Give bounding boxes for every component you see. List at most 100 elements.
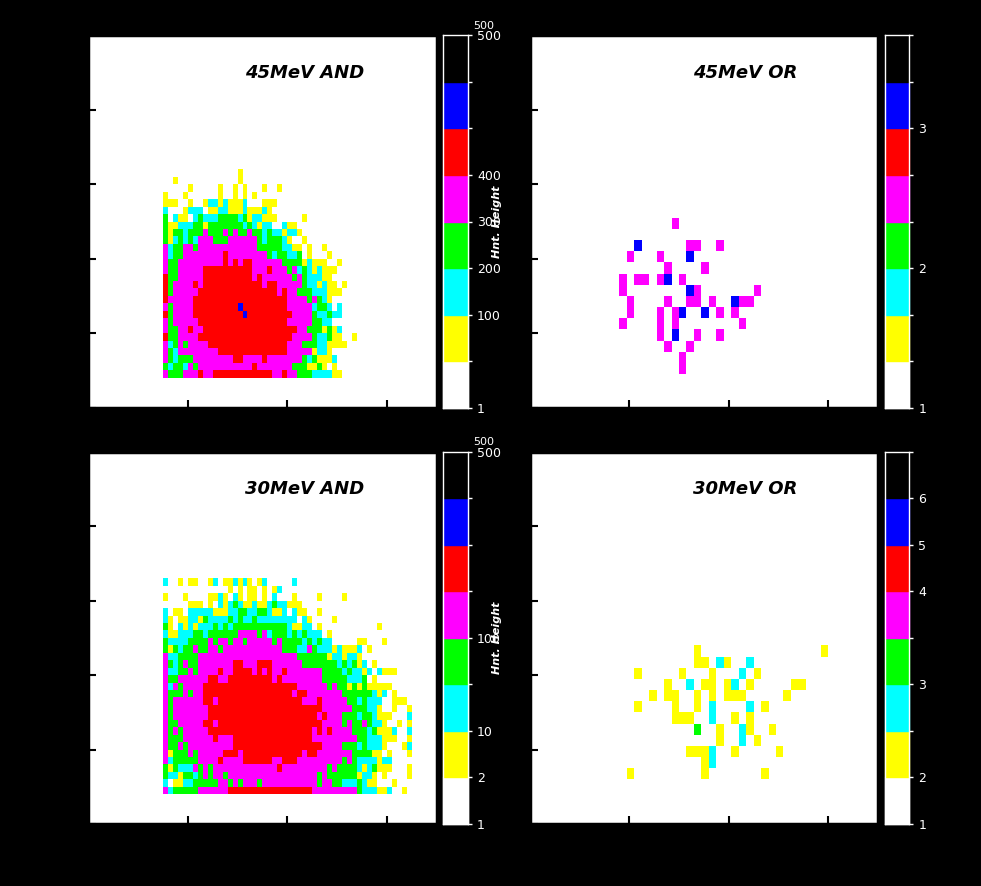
Bar bbox=[173, 653, 178, 660]
Bar bbox=[302, 631, 307, 638]
Bar bbox=[357, 727, 362, 734]
Bar bbox=[257, 586, 262, 594]
Bar bbox=[203, 638, 208, 645]
Bar bbox=[208, 601, 213, 608]
Bar bbox=[163, 653, 168, 660]
Bar bbox=[203, 289, 208, 296]
Bar bbox=[709, 712, 716, 724]
Bar bbox=[362, 787, 367, 794]
Bar bbox=[242, 653, 247, 660]
Bar bbox=[327, 668, 333, 675]
Bar bbox=[402, 712, 407, 719]
Bar bbox=[273, 348, 278, 355]
Bar bbox=[257, 266, 262, 274]
Bar bbox=[242, 206, 247, 214]
Bar bbox=[292, 712, 297, 719]
Bar bbox=[332, 727, 337, 734]
Bar bbox=[237, 266, 242, 274]
Bar bbox=[317, 697, 322, 705]
Bar bbox=[307, 363, 312, 370]
Bar bbox=[263, 191, 268, 199]
Bar bbox=[213, 244, 218, 252]
Bar bbox=[237, 601, 242, 608]
Bar bbox=[178, 266, 182, 274]
Bar bbox=[357, 757, 362, 765]
Bar bbox=[312, 697, 317, 705]
Bar bbox=[278, 765, 283, 772]
Bar bbox=[223, 370, 228, 377]
Bar bbox=[627, 307, 635, 318]
Bar bbox=[268, 734, 273, 742]
Bar bbox=[168, 638, 173, 645]
Bar bbox=[292, 281, 297, 289]
Bar bbox=[387, 734, 391, 742]
Bar bbox=[198, 370, 203, 377]
Bar bbox=[203, 244, 208, 252]
Bar bbox=[242, 742, 247, 750]
Bar bbox=[252, 660, 257, 668]
Bar bbox=[694, 701, 701, 712]
Bar bbox=[337, 601, 342, 608]
Bar bbox=[292, 326, 297, 333]
Bar bbox=[352, 348, 357, 355]
Bar bbox=[182, 289, 187, 296]
Bar bbox=[307, 719, 312, 727]
Bar bbox=[327, 682, 333, 690]
Bar bbox=[402, 787, 407, 794]
Bar bbox=[182, 660, 187, 668]
Bar bbox=[263, 780, 268, 787]
Bar bbox=[268, 645, 273, 653]
Bar bbox=[193, 191, 198, 199]
Bar bbox=[203, 742, 208, 750]
Bar bbox=[287, 274, 292, 281]
Bar bbox=[178, 237, 182, 244]
Bar bbox=[218, 229, 223, 237]
Bar bbox=[367, 668, 372, 675]
Bar bbox=[263, 206, 268, 214]
Bar bbox=[642, 274, 649, 284]
Bar bbox=[292, 311, 297, 318]
Bar bbox=[232, 340, 237, 348]
Bar bbox=[213, 252, 218, 259]
Bar bbox=[307, 750, 312, 757]
Bar bbox=[168, 333, 173, 340]
Bar bbox=[228, 199, 232, 206]
Bar bbox=[322, 765, 327, 772]
Bar bbox=[193, 757, 198, 765]
Bar bbox=[278, 645, 283, 653]
Bar bbox=[198, 355, 203, 363]
Bar bbox=[283, 594, 287, 601]
Bar bbox=[268, 259, 273, 266]
Bar bbox=[342, 750, 347, 757]
Bar bbox=[263, 579, 268, 586]
Bar bbox=[332, 237, 337, 244]
Bar bbox=[263, 363, 268, 370]
Bar bbox=[273, 296, 278, 303]
Bar bbox=[367, 750, 372, 757]
Bar bbox=[327, 727, 333, 734]
Bar bbox=[278, 638, 283, 645]
Bar bbox=[173, 705, 178, 712]
Bar bbox=[173, 289, 178, 296]
Bar bbox=[257, 631, 262, 638]
Bar bbox=[208, 608, 213, 616]
Bar bbox=[223, 601, 228, 608]
Bar bbox=[198, 668, 203, 675]
Bar bbox=[352, 326, 357, 333]
Bar bbox=[391, 712, 396, 719]
Bar bbox=[252, 237, 257, 244]
Bar bbox=[223, 645, 228, 653]
Bar bbox=[352, 757, 357, 765]
Bar bbox=[396, 727, 402, 734]
Bar bbox=[327, 281, 333, 289]
Bar bbox=[218, 169, 223, 177]
Bar bbox=[297, 653, 302, 660]
Bar bbox=[198, 727, 203, 734]
Bar bbox=[278, 340, 283, 348]
Bar bbox=[273, 772, 278, 780]
Bar bbox=[252, 274, 257, 281]
Bar bbox=[332, 742, 337, 750]
Bar bbox=[731, 746, 739, 757]
Bar bbox=[387, 719, 391, 727]
Bar bbox=[278, 363, 283, 370]
